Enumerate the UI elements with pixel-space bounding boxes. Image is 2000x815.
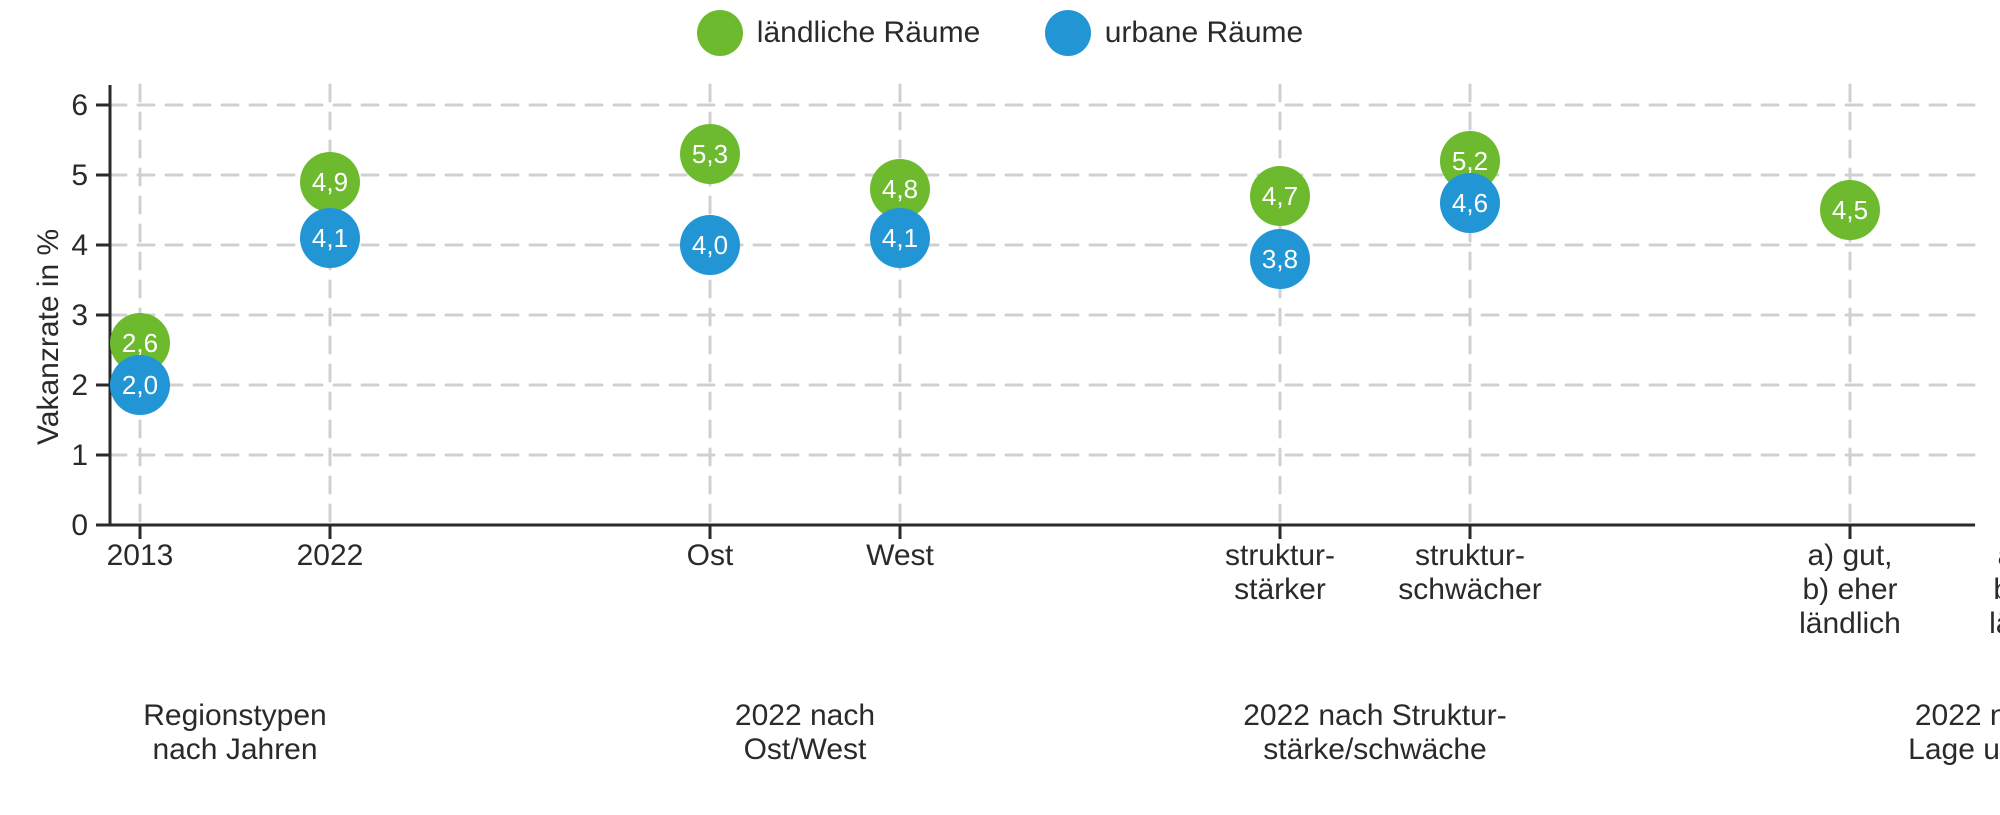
svg-text:2,6: 2,6 — [122, 328, 158, 358]
legend-label-rural: ländliche Räume — [757, 16, 980, 50]
legend-swatch-urban — [1045, 10, 1091, 56]
svg-text:5: 5 — [71, 159, 88, 192]
svg-text:2022 nach Struktur-: 2022 nach Struktur- — [1243, 699, 1506, 732]
svg-text:2: 2 — [71, 369, 88, 402]
svg-text:4,1: 4,1 — [312, 223, 348, 253]
svg-text:schwächer: schwächer — [1398, 573, 1541, 606]
svg-text:2,0: 2,0 — [122, 370, 158, 400]
svg-text:ländlich: ländlich — [1989, 607, 2000, 640]
svg-text:b) eher: b) eher — [1802, 573, 1897, 606]
svg-text:4,7: 4,7 — [1262, 181, 1298, 211]
svg-text:struktur-: struktur- — [1225, 539, 1335, 572]
svg-text:Ost: Ost — [687, 539, 734, 572]
svg-text:Ost/West: Ost/West — [744, 733, 867, 766]
legend-swatch-rural — [697, 10, 743, 56]
svg-text:5,3: 5,3 — [692, 139, 728, 169]
svg-text:stärke/schwäche: stärke/schwäche — [1263, 733, 1486, 766]
svg-text:1: 1 — [71, 439, 88, 472]
vacancy-rate-chart: ländliche Räume urbane Räume Vakanzrate … — [0, 0, 2000, 815]
svg-text:2022: 2022 — [297, 539, 364, 572]
svg-text:2022 nach: 2022 nach — [735, 699, 875, 732]
svg-text:Lage und b) Grad der Ländlichk: Lage und b) Grad der Ländlichkeit — [1908, 733, 2000, 766]
svg-text:Regionstypen: Regionstypen — [143, 699, 326, 732]
svg-text:5,2: 5,2 — [1452, 146, 1488, 176]
svg-text:4,9: 4,9 — [312, 167, 348, 197]
svg-text:stärker: stärker — [1234, 573, 1326, 606]
svg-text:4,5: 4,5 — [1832, 195, 1868, 225]
svg-text:4,1: 4,1 — [882, 223, 918, 253]
svg-text:ländlich: ländlich — [1799, 607, 1901, 640]
svg-text:4,6: 4,6 — [1452, 188, 1488, 218]
svg-text:West: West — [866, 539, 934, 572]
legend-item-rural: ländliche Räume — [697, 10, 980, 56]
svg-text:struktur-: struktur- — [1415, 539, 1525, 572]
y-axis-label: Vakanzrate in % — [32, 229, 66, 445]
svg-text:6: 6 — [71, 89, 88, 122]
svg-text:4,0: 4,0 — [692, 230, 728, 260]
svg-text:0: 0 — [71, 509, 88, 542]
legend-item-urban: urbane Räume — [1045, 10, 1303, 56]
svg-text:4: 4 — [71, 229, 88, 262]
svg-text:a) gut,: a) gut, — [1807, 539, 1892, 572]
svg-text:2022 nach a) sozioökonomischer: 2022 nach a) sozioökonomischer — [1915, 699, 2000, 732]
legend-label-urban: urbane Räume — [1105, 16, 1303, 50]
svg-text:2013: 2013 — [107, 539, 174, 572]
svg-text:4,8: 4,8 — [882, 174, 918, 204]
svg-text:3,8: 3,8 — [1262, 244, 1298, 274]
svg-text:nach Jahren: nach Jahren — [152, 733, 317, 766]
svg-text:3: 3 — [71, 299, 88, 332]
svg-text:b) sehr: b) sehr — [1993, 573, 2000, 606]
plot-area: 012345620132022OstWeststruktur-stärkerst… — [0, 0, 2000, 815]
legend: ländliche Räume urbane Räume — [0, 10, 2000, 61]
